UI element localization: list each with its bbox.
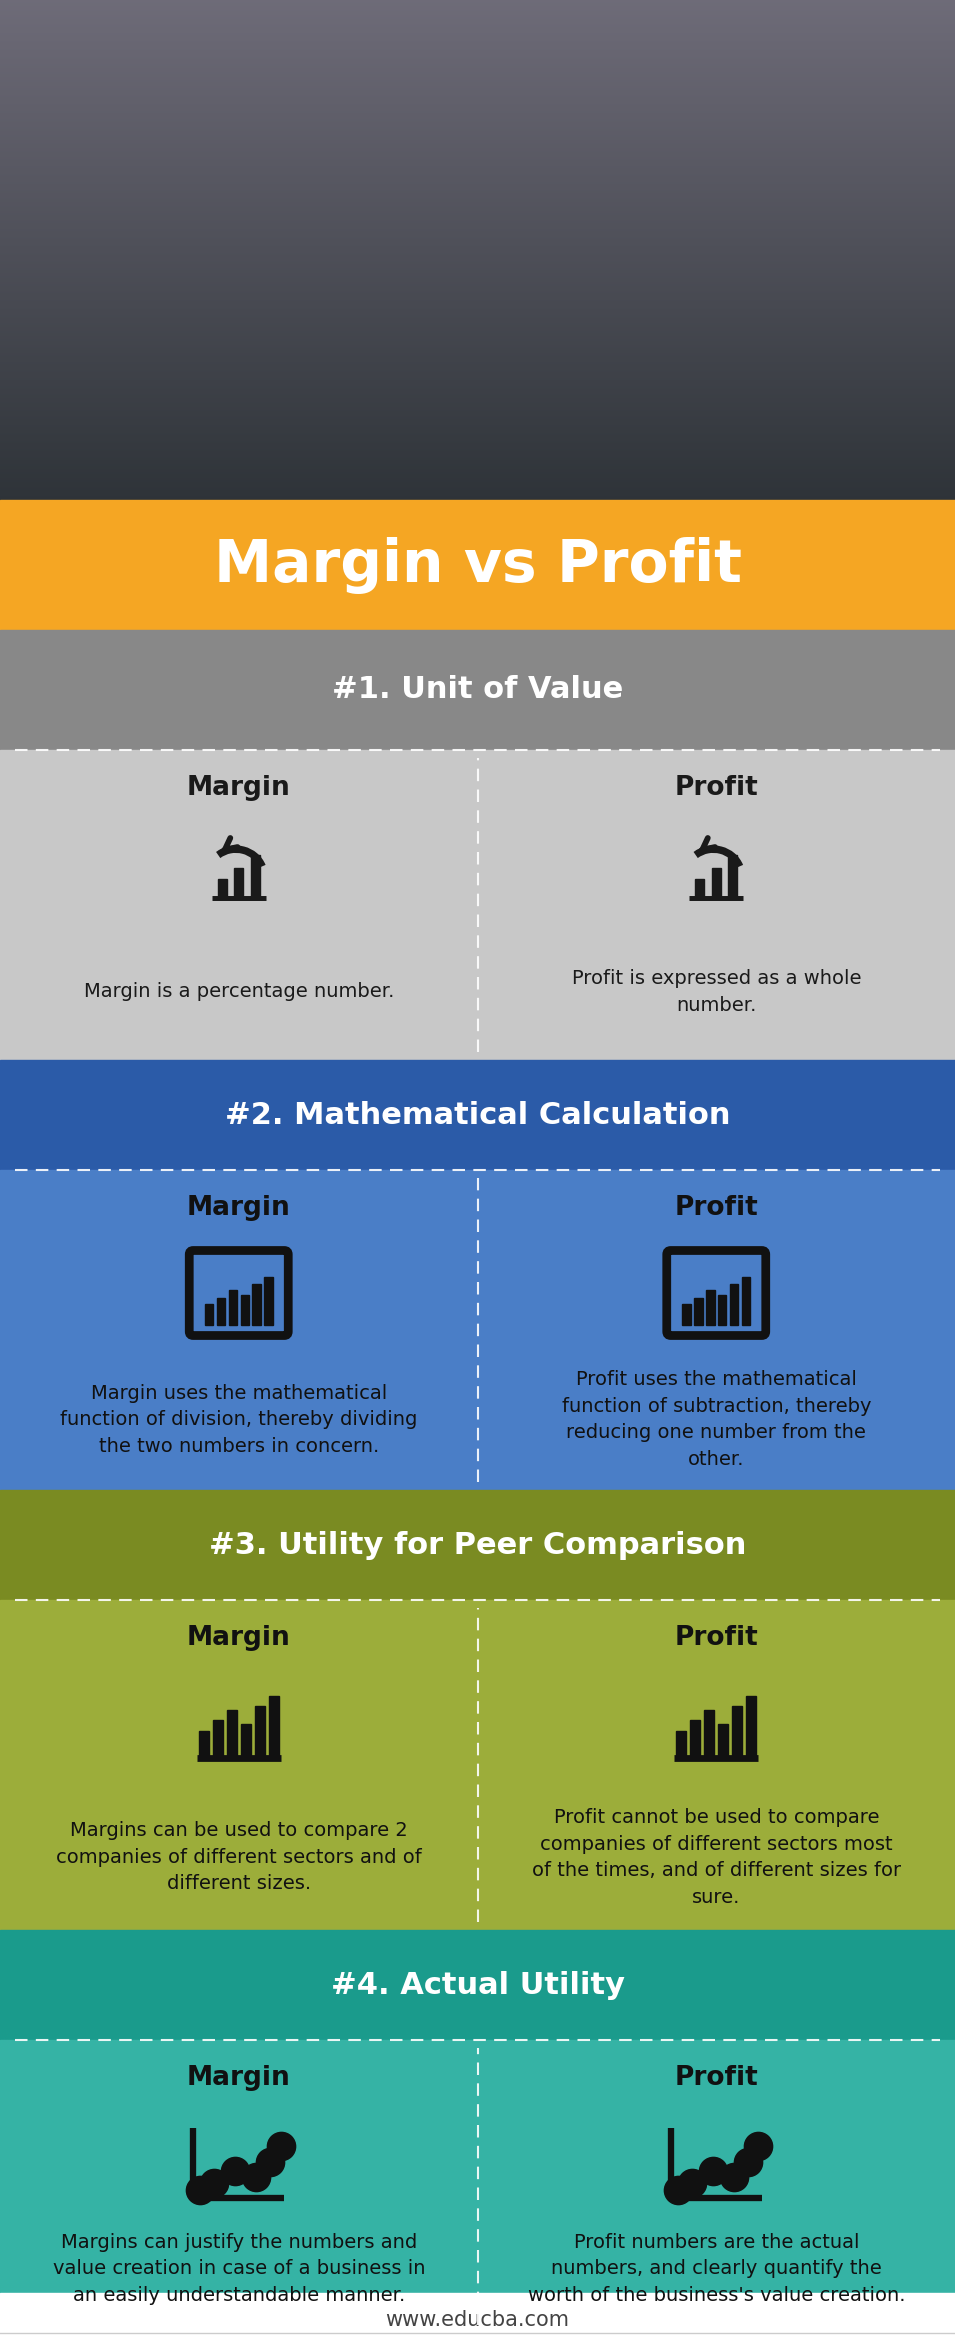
Text: #2. Mathematical Calculation: #2. Mathematical Calculation [224, 1101, 731, 1129]
Bar [0, 2040, 955, 2334]
Text: Profit: Profit [674, 1625, 758, 1651]
Bar [711, 869, 721, 897]
Text: www.educba.com: www.educba.com [386, 2310, 569, 2332]
Text: Margin: Margin [187, 1195, 290, 1221]
Bar [255, 1705, 265, 1759]
Bar [676, 1730, 686, 1759]
Text: Margin uses the mathematical
function of division, thereby dividing
the two numb: Margin uses the mathematical function of… [60, 1383, 417, 1456]
Bar [690, 1719, 700, 1759]
Point [227, 2153, 243, 2191]
Text: Margin is a percentage number.: Margin is a percentage number. [84, 981, 394, 1000]
Text: Margin vs Profit: Margin vs Profit [214, 535, 741, 594]
Text: Profit: Profit [674, 1195, 758, 1221]
Point [670, 2172, 686, 2209]
Text: Margin: Margin [187, 2064, 290, 2092]
Bar [0, 1059, 955, 1169]
Bar [269, 1695, 279, 1759]
Bar [0, 629, 955, 749]
Bar [0, 1599, 955, 1930]
Bar [252, 1284, 261, 1324]
Bar [706, 1289, 714, 1324]
Point [193, 2172, 208, 2209]
Text: Profit: Profit [674, 2064, 758, 2092]
Bar [732, 1705, 742, 1759]
Bar [241, 1723, 250, 1759]
Bar [234, 869, 244, 897]
Bar [695, 878, 704, 897]
Point [206, 2165, 222, 2202]
Bar [241, 1296, 249, 1324]
Text: Profit: Profit [674, 775, 758, 801]
Bar [730, 1284, 738, 1324]
Bar [694, 1298, 703, 1324]
Bar [742, 1277, 751, 1324]
Text: Margin: Margin [187, 1625, 290, 1651]
Bar [217, 1298, 225, 1324]
Bar [0, 1491, 955, 1599]
Bar [0, 1930, 955, 2040]
Text: #4. Actual Utility: #4. Actual Utility [330, 1970, 625, 2000]
Bar [718, 1296, 727, 1324]
Bar [0, 1169, 955, 1491]
Bar [0, 2294, 955, 2348]
Text: Profit cannot be used to compare
companies of different sectors most
of the time: Profit cannot be used to compare compani… [532, 1808, 901, 1907]
Bar [718, 1723, 728, 1759]
Bar [199, 1730, 208, 1759]
Text: Profit numbers are the actual
numbers, and clearly quantify the
worth of the bus: Profit numbers are the actual numbers, a… [527, 2233, 905, 2303]
Bar [729, 855, 737, 897]
Text: #3. Utility for Peer Comparison: #3. Utility for Peer Comparison [209, 1531, 746, 1559]
Text: Margins can justify the numbers and
value creation in case of a business in
an e: Margins can justify the numbers and valu… [53, 2233, 425, 2303]
Point [248, 2158, 264, 2195]
Point [751, 2127, 766, 2165]
Text: Margin: Margin [187, 775, 290, 801]
Bar [0, 749, 955, 1059]
Text: #1. Unit of Value: #1. Unit of Value [332, 676, 623, 704]
Bar [213, 1719, 223, 1759]
Text: Profit uses the mathematical
function of subtraction, thereby
reducing one numbe: Profit uses the mathematical function of… [562, 1371, 871, 1470]
Bar [227, 1709, 237, 1759]
Bar [265, 1277, 273, 1324]
Bar [204, 1303, 213, 1324]
Text: Margins can be used to compare 2
companies of different sectors and of
different: Margins can be used to compare 2 compani… [56, 1822, 421, 1892]
Point [740, 2144, 755, 2181]
Point [273, 2127, 288, 2165]
Bar [251, 855, 260, 897]
Bar [747, 1695, 756, 1759]
Point [726, 2158, 741, 2195]
Text: Profit is expressed as a whole
number.: Profit is expressed as a whole number. [571, 970, 861, 1014]
Bar [228, 1289, 237, 1324]
Point [263, 2144, 278, 2181]
Point [684, 2165, 699, 2202]
Bar [682, 1303, 690, 1324]
Bar [218, 878, 226, 897]
Bar [0, 500, 955, 629]
Bar [705, 1709, 714, 1759]
Point [705, 2153, 720, 2191]
